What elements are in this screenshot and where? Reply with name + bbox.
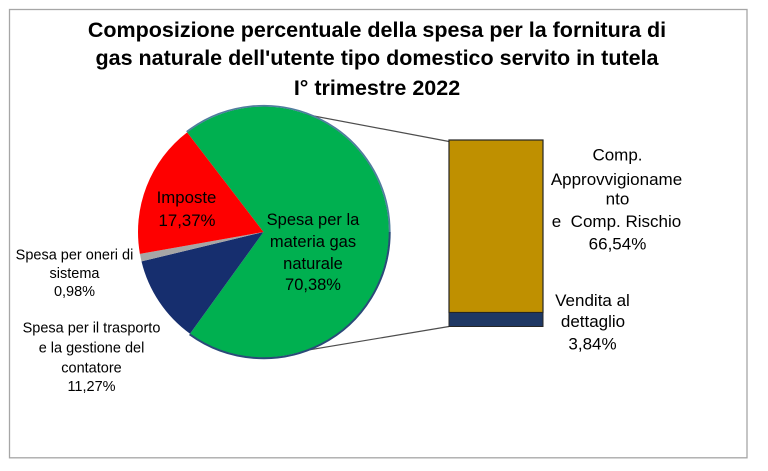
svg-text:66,54%: 66,54%: [589, 234, 647, 253]
svg-text:Spesa per la: Spesa per la: [267, 211, 360, 229]
svg-text:11,27%: 11,27%: [67, 379, 115, 395]
svg-text:17,37%: 17,37%: [159, 211, 216, 230]
svg-text:0,98%: 0,98%: [54, 284, 95, 300]
svg-text:materia gas: materia gas: [270, 233, 356, 251]
svg-text:Spesa per il trasporto: Spesa per il trasporto: [23, 320, 161, 336]
svg-text:nto: nto: [606, 189, 630, 208]
svg-text:contatore: contatore: [61, 361, 121, 377]
svg-text:e Comp. Rischio: e Comp. Rischio: [552, 212, 681, 231]
svg-text:Spesa per oneri di: Spesa per oneri di: [16, 248, 134, 264]
svg-text:gas naturale dell'utente tipo: gas naturale dell'utente tipo domestico …: [95, 46, 659, 70]
svg-text:dettaglio: dettaglio: [561, 312, 625, 331]
svg-text:Composizione percentuale della: Composizione percentuale della spesa per…: [88, 18, 666, 42]
svg-text:Imposte: Imposte: [157, 188, 217, 207]
svg-text:e la gestione del: e la gestione del: [39, 341, 145, 357]
svg-text:Comp.: Comp.: [592, 145, 642, 164]
svg-text:sistema: sistema: [50, 266, 101, 282]
svg-text:Approvvigioname: Approvvigioname: [551, 170, 682, 189]
svg-text:70,38%: 70,38%: [285, 276, 341, 294]
svg-text:3,84%: 3,84%: [568, 335, 616, 354]
svg-text:naturale: naturale: [283, 255, 343, 273]
svg-text:Vendita al: Vendita al: [555, 291, 630, 310]
svg-text:I° trimestre 2022: I° trimestre 2022: [294, 76, 460, 100]
